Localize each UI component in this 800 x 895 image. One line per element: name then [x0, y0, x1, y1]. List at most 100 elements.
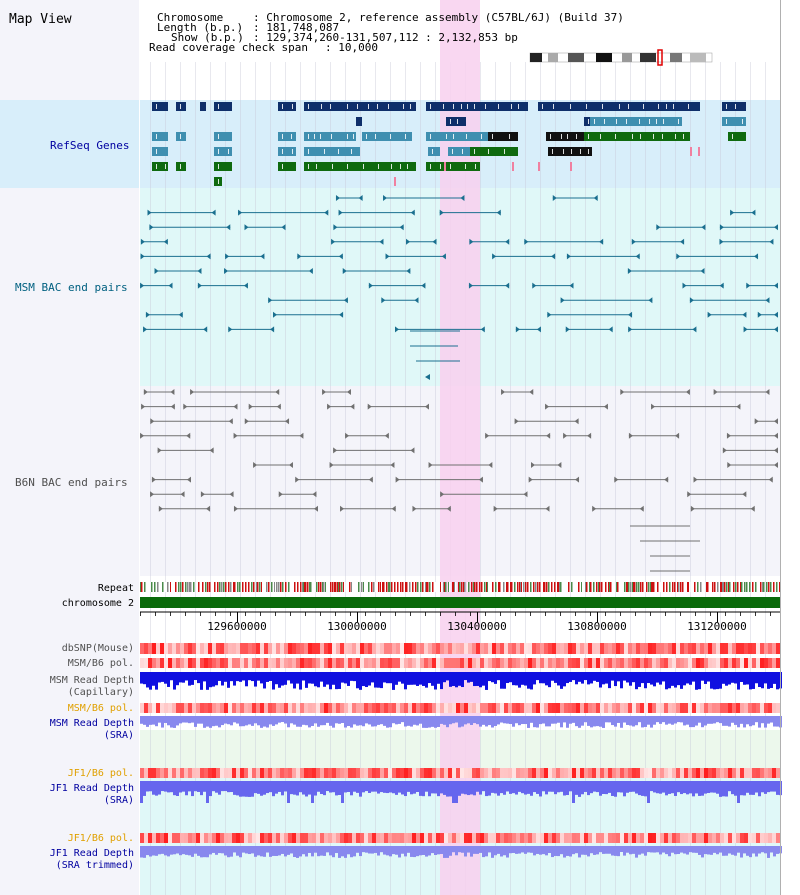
read-depth-bar — [296, 672, 299, 684]
read-depth-bar — [173, 846, 176, 855]
heatmap-cell — [292, 768, 296, 778]
read-depth-bar — [305, 846, 308, 857]
heatmap-cell — [720, 643, 724, 654]
read-depth-bar — [590, 781, 593, 794]
heatmap-cell — [220, 768, 224, 778]
read-depth-bar — [752, 716, 755, 726]
read-depth-bar — [569, 781, 572, 792]
exon-gap — [666, 104, 667, 109]
heatmap-cell — [424, 768, 428, 778]
exon-gap — [742, 119, 743, 124]
heatmap-cell — [384, 833, 388, 843]
heatmap-cell — [388, 768, 392, 778]
heatmap-cell — [692, 833, 696, 843]
read-depth-bar — [710, 781, 713, 793]
bac-end-marker — [692, 326, 697, 333]
read-depth-bar — [335, 781, 338, 796]
bac-end-marker — [592, 505, 597, 512]
repeat-element — [620, 582, 622, 592]
b6n-bac-pairs[interactable] — [140, 389, 778, 572]
read-depth-bar — [512, 672, 515, 686]
read-depth-bar — [233, 846, 236, 853]
read-depth-bar — [587, 716, 590, 726]
gene-feature — [278, 102, 296, 111]
read-depth-bar — [452, 781, 455, 803]
bac-end-marker — [206, 505, 211, 512]
read-depth-bar — [557, 672, 560, 686]
heatmap-cell — [760, 643, 764, 654]
read-depth-bar — [161, 672, 164, 682]
bac-end-marker — [774, 432, 778, 439]
repeat-element — [293, 582, 295, 592]
gene-feature — [488, 132, 518, 141]
repeat-element — [334, 582, 336, 592]
repeat-element — [355, 582, 357, 592]
read-depth-bar — [155, 672, 158, 690]
axis-tick-label: 131200000 — [687, 620, 747, 633]
heatmap-cell — [684, 643, 688, 654]
read-depth-bar — [377, 672, 380, 688]
read-depth-bar — [488, 716, 491, 726]
read-depth-bar — [638, 716, 641, 723]
heatmap-cell — [528, 833, 532, 843]
heatmap-cell — [512, 833, 516, 843]
read-depth-bar — [173, 781, 176, 796]
chromosome-ideogram[interactable] — [529, 49, 713, 66]
read-depth-bar — [266, 716, 269, 728]
heatmap-cell — [692, 643, 696, 654]
refseq-gene-features[interactable] — [152, 102, 746, 186]
read-depth-bar — [770, 846, 773, 853]
heatmap-cell — [548, 833, 552, 843]
heatmap-cell — [700, 703, 704, 713]
read-depth-bar — [401, 672, 404, 684]
repeat-element — [225, 582, 227, 592]
heatmap-cell — [452, 833, 456, 843]
gene-tick-mark — [570, 162, 572, 171]
heatmap-cell — [364, 703, 368, 713]
heatmap-cell — [276, 833, 280, 843]
read-depth-bar — [638, 672, 641, 687]
read-depth-bar — [191, 716, 194, 723]
heatmap-cell — [620, 833, 624, 843]
chromosome-bar[interactable] — [140, 597, 780, 608]
heatmap-cell — [176, 833, 180, 843]
heatmap-cell — [740, 833, 744, 843]
repeat-element — [383, 582, 385, 592]
read-depth-bar — [713, 781, 716, 793]
bac-end-marker — [530, 462, 535, 468]
repeat-element — [266, 582, 268, 592]
heatmap-cell — [428, 658, 432, 668]
read-depth-bar — [623, 716, 626, 723]
repeat-element — [581, 582, 583, 592]
bac-end-marker — [560, 297, 565, 304]
heatmap-cell — [348, 833, 352, 843]
heatmap-cell — [204, 833, 208, 843]
read-depth-bar — [164, 846, 167, 856]
gene-feature — [152, 162, 168, 171]
exon-gap — [649, 119, 650, 124]
exon-gap — [626, 119, 627, 124]
heatmap-cell — [292, 658, 296, 668]
heatmap-cell — [316, 643, 320, 654]
heatmap-cell — [584, 658, 588, 668]
msm-bac-pairs[interactable] — [140, 195, 778, 380]
repeat-element — [415, 582, 417, 592]
repeat-element — [180, 582, 182, 592]
heatmap-cell — [216, 703, 220, 713]
exon-gap — [485, 104, 486, 109]
repeat-element — [382, 582, 384, 592]
read-depth-bar — [143, 846, 146, 858]
bac-end-marker — [226, 224, 231, 231]
heatmap-cell — [264, 833, 268, 843]
heatmap-cell — [220, 643, 224, 654]
bac-end-marker — [546, 432, 551, 439]
exon-gap — [430, 164, 431, 169]
repeat-element — [763, 582, 765, 592]
heatmap-cell — [408, 768, 412, 778]
heatmap-cell — [312, 658, 316, 668]
heatmap-cell — [400, 833, 404, 843]
bac-end-marker — [224, 268, 229, 274]
heatmap-cell — [600, 703, 604, 713]
repeat-element — [420, 582, 422, 592]
read-depth-bar — [656, 672, 659, 683]
